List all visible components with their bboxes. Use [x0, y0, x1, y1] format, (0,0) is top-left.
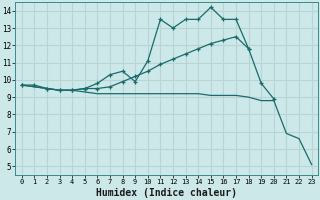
- X-axis label: Humidex (Indice chaleur): Humidex (Indice chaleur): [96, 188, 237, 198]
